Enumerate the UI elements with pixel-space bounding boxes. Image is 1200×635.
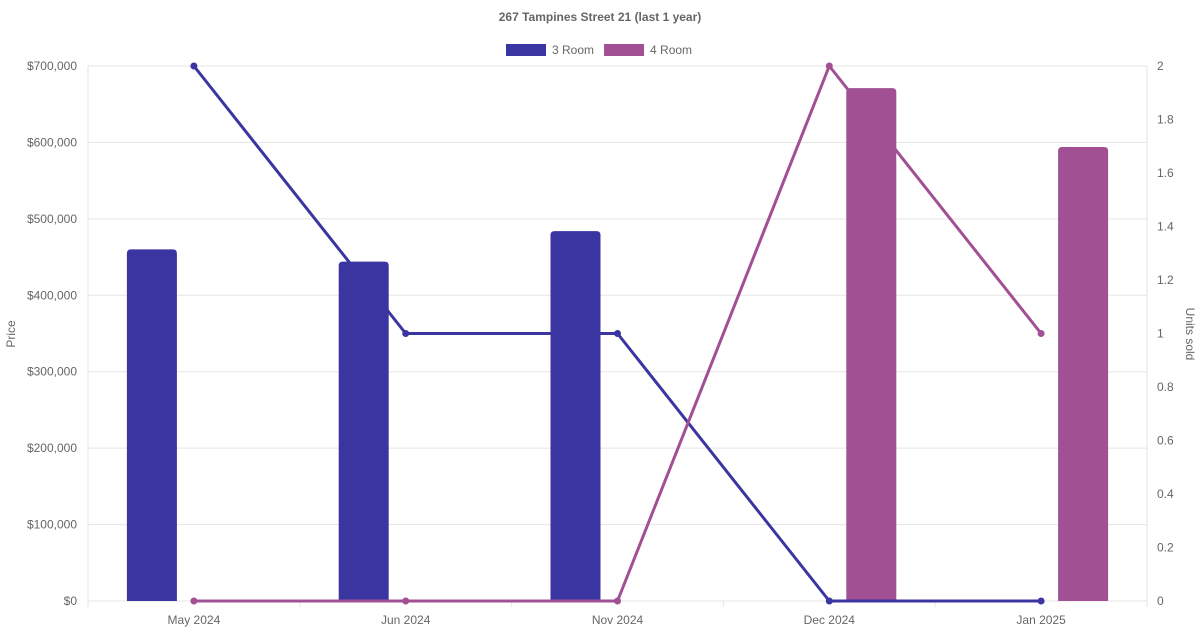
legend-swatch (506, 44, 546, 56)
x-tick-label: Jun 2024 (381, 613, 431, 627)
y-left-tick-label: $600,000 (27, 135, 77, 149)
point-4-room (825, 62, 833, 70)
x-tick-label: Nov 2024 (592, 613, 644, 627)
point-3-room (190, 62, 198, 70)
bar-3-room (550, 231, 601, 602)
y-left-tick-label: $0 (64, 594, 78, 608)
lines (190, 62, 1045, 605)
y-right-tick-label: 0.4 (1157, 487, 1174, 501)
y-right-tick-label: 1.4 (1157, 220, 1174, 234)
bar-4-room (1058, 147, 1109, 601)
y-right-tick-label: 2 (1157, 59, 1164, 73)
bars (126, 88, 1109, 602)
y-axis-right-label: Units sold (1183, 308, 1197, 361)
chart-title: 267 Tampines Street 21 (last 1 year) (499, 10, 702, 24)
y-right-tick-label: 1 (1157, 327, 1164, 341)
point-4-room (1037, 330, 1045, 337)
x-tick-label: Jan 2025 (1016, 613, 1066, 627)
point-4-room (614, 597, 621, 605)
y-right-tick-label: 1.8 (1157, 113, 1174, 127)
bar-3-room (126, 249, 177, 601)
point-3-room (825, 597, 833, 605)
bar-4-room (846, 88, 897, 601)
y-right-tick-label: 1.2 (1157, 273, 1174, 287)
legend-swatch (604, 44, 645, 56)
y-right-tick-label: 0.8 (1157, 380, 1174, 394)
bar-3-room (338, 261, 389, 601)
x-tick-label: Dec 2024 (804, 613, 856, 627)
point-3-room (402, 330, 410, 337)
y-right-tick-label: 0 (1157, 594, 1164, 608)
point-4-room (190, 597, 198, 605)
y-left-tick-label: $200,000 (27, 441, 77, 455)
point-3-room (614, 330, 621, 337)
grid: $0 $100,000 $200,000 $300,000 $400,000 $500,0… (27, 59, 1174, 627)
legend-label: 4 Room (650, 43, 692, 57)
legend-label: 3 Room (552, 43, 594, 57)
y-left-tick-label: $400,000 (27, 288, 77, 302)
legend: 3 Room 4 Room (506, 43, 692, 57)
y-left-tick-label: $300,000 (27, 365, 77, 379)
y-right-tick-label: 0.6 (1157, 434, 1174, 448)
point-4-room (402, 597, 410, 605)
point-3-room (1037, 597, 1045, 605)
y-left-tick-label: $700,000 (27, 59, 77, 73)
y-left-tick-label: $500,000 (27, 212, 77, 226)
y-right-tick-label: 0.2 (1157, 541, 1174, 555)
y-axis-left-label: Price (4, 320, 18, 348)
y-right-tick-label: 1.6 (1157, 166, 1174, 180)
y-left-tick-label: $100,000 (27, 518, 77, 532)
x-tick-label: May 2024 (168, 613, 221, 627)
